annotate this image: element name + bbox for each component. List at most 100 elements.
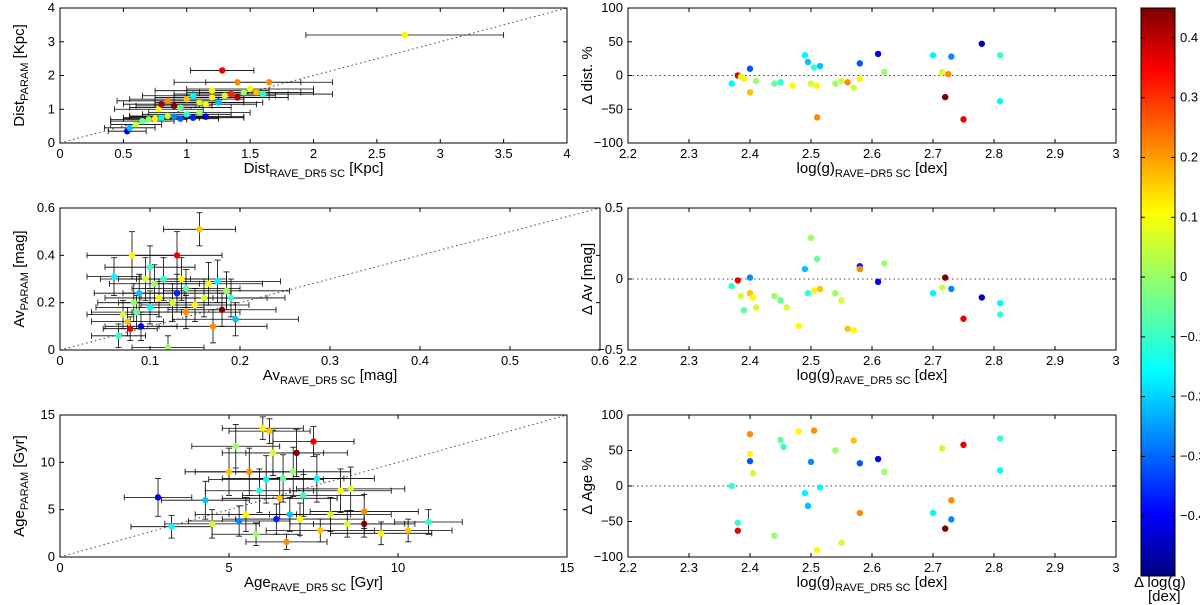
x-tick-label: 3 [1112,560,1119,575]
data-point [160,275,167,283]
y-tick-label: 2 [48,68,55,83]
data-point [189,114,197,121]
data-point [929,52,937,59]
x-tick-label: 3 [1112,146,1119,161]
x-tick-label: 0.1 [141,353,159,368]
x-tick-label: 4 [563,146,570,161]
data-point [856,460,863,467]
y-tick-label: 50 [609,34,623,49]
data-point [746,65,754,72]
data-point [929,290,937,297]
data-point [273,515,280,523]
data-point [942,93,949,101]
data-point [746,274,754,281]
y-tick-label: 0 [48,135,55,150]
data-point [783,304,790,311]
data-point [146,263,154,271]
x-tick-label: 2.5 [802,560,820,575]
data-point [734,527,741,534]
data-point [337,487,344,494]
data-point [777,297,784,304]
y-tick-label: 3 [48,34,55,49]
y-tick-label: −50 [601,101,623,116]
data-point [771,80,778,87]
data-point [234,94,241,101]
data-point [361,520,368,528]
data-point [205,280,212,287]
colorbar-label-line2: [dex] [1148,588,1181,605]
colorbar-ticks: 0.4 0.3 0.2 0.1 0 −0.1 −0.2 −0.3 −0.4 [1141,30,1200,523]
y-tick-label: 0.6 [37,200,55,215]
data-point [234,79,241,86]
y-tick-label: 0 [616,68,623,83]
data-point [146,304,154,311]
av-comparison-chart: 0 0.1 0.2 0.3 0.4 0.5 0.6 0 0.2 0.4 0.6 AvRAVE_DR5 … [11,200,609,387]
data-point [133,308,140,316]
data-point [235,517,243,525]
data-point [728,482,735,490]
data-point [259,425,266,432]
one-to-one-line [59,207,601,351]
data-point [253,89,260,96]
data-point [948,285,955,293]
x-tick-label: 2.3 [680,146,698,161]
data-point [996,435,1004,442]
y-tick-label: 15 [41,407,55,422]
x-tick-label: 2.2 [619,146,637,161]
data-point [208,87,216,94]
data-point [801,265,809,273]
data-point [177,104,184,111]
data-point [317,527,324,534]
y-tick-label: 4 [48,0,55,15]
data-point [293,449,300,457]
y-tick-label: 10 [41,454,55,469]
data-point [202,113,209,120]
data-point [804,290,812,297]
y-tick-label: 100 [601,407,623,422]
delta-av-vs-logg-chart: 2.2 2.3 2.4 2.5 2.6 2.7 2.8 2.9 3 −0.5 0 0.5 log(g)R… [579,200,1120,387]
data-point [948,516,955,523]
y-tick-label: 0 [616,271,623,286]
x-tick-label: 2.3 [680,353,698,368]
x-tick-label: 2.6 [863,146,881,161]
x-tick-label: 2.4 [741,146,759,161]
data-point [874,278,882,286]
data-point [807,458,815,466]
data-point [929,509,937,517]
data-point [223,287,230,295]
data-point [425,518,432,526]
data-point [232,443,239,450]
data-point [202,100,209,108]
y-tick-label: 0 [48,342,55,357]
data-point [189,92,197,99]
x-tick-label: 2.9 [1046,146,1064,161]
data-point [850,326,857,334]
data-point [158,100,165,108]
x-tick-label: 2.2 [619,560,637,575]
x-tick-label: 2.9 [1046,560,1064,575]
colorbar-tick-label: −0.1 [1180,329,1200,344]
data-point [746,89,754,96]
data-point [746,430,754,438]
data-point [361,508,368,515]
data-point [746,450,754,458]
colorbar-tick-label: 0.3 [1180,90,1198,105]
data-point [142,275,149,283]
data-point [127,325,134,332]
y-tick-label: 0.2 [37,295,55,310]
data-point [777,436,784,444]
data-point [856,265,863,273]
x-tick-label: 0.2 [231,353,249,368]
data-point [737,292,745,300]
y-axis-label: Δ Age % [579,457,596,515]
data-point [130,299,137,306]
data-point [838,77,845,85]
x-tick-label: 2.8 [985,560,1003,575]
y-tick-label: −50 [601,514,623,529]
data-point [844,79,851,86]
data-point [960,441,967,449]
colorbar-tick-label: 0.4 [1180,30,1198,45]
data-point [752,77,760,85]
data-point [196,226,203,233]
